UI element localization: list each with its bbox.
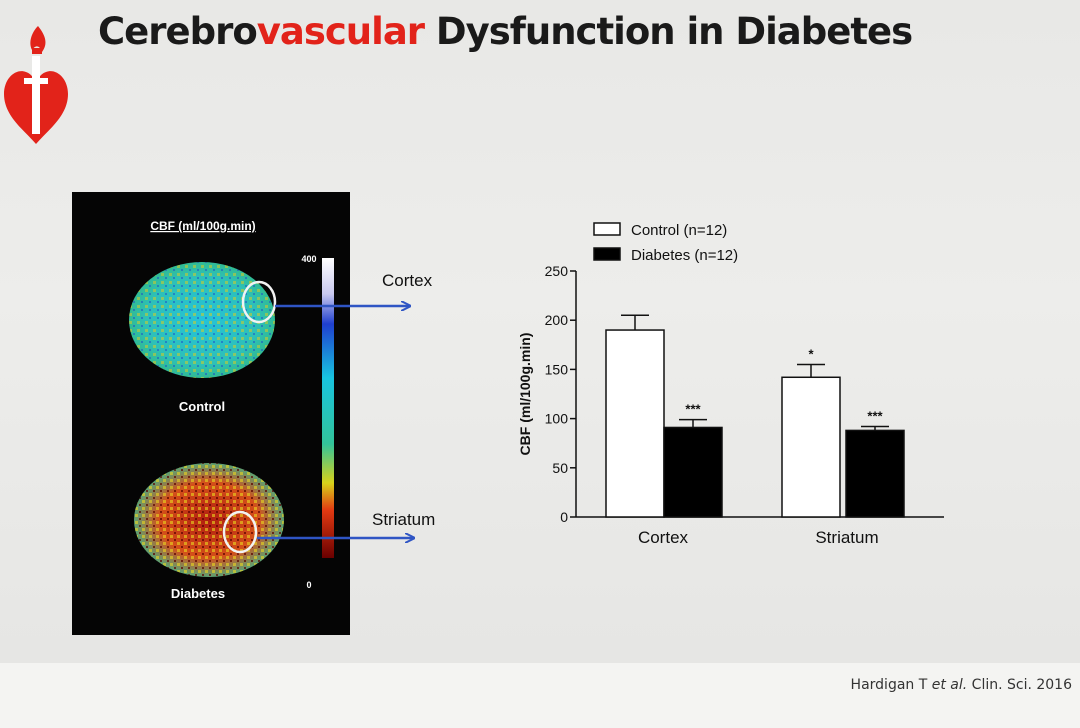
significance-marker: ***: [685, 402, 701, 417]
legend-swatch: [593, 222, 621, 236]
control-cortex-roi-circle: [241, 280, 277, 324]
title-accent: vascular: [256, 10, 425, 53]
y-tick-label: 50: [552, 460, 568, 476]
mri-perfusion-panel: CBF (ml/100g.min) Control Diabetes 400 0: [72, 192, 350, 635]
cbf-colorbar: [322, 258, 334, 558]
diabetes-striatum-roi-circle: [222, 510, 258, 554]
bar-diabetes-cortex: [663, 426, 723, 518]
legend-swatch: [593, 247, 621, 261]
striatum-callout-label: Striatum: [372, 510, 435, 529]
diabetes-brain-texture: [134, 463, 284, 577]
legend-label: Diabetes (n=12): [631, 247, 738, 264]
cbf-map-heading: CBF (ml/100g.min): [150, 219, 255, 233]
bottom-bar: [0, 663, 1080, 728]
citation-et-al: et al.: [931, 677, 968, 693]
mri-panel-graphics: CBF (ml/100g.min) Control Diabetes 400 0: [129, 219, 334, 601]
bar-control-cortex: [605, 329, 665, 518]
y-tick-label: 250: [545, 263, 569, 279]
x-category-label: Cortex: [638, 528, 689, 547]
bar-diabetes-striatum: [845, 429, 905, 518]
citation-journal: Clin. Sci. 2016: [967, 677, 1072, 693]
title-part1: Cerebro: [98, 10, 258, 53]
torch-heart-logo: [4, 26, 68, 144]
cortex-callout-label: Cortex: [382, 271, 433, 290]
significance-marker: *: [808, 346, 814, 361]
y-tick-label: 150: [545, 361, 569, 377]
colorbar-max-label: 400: [301, 254, 316, 264]
bar-control-striatum: [781, 376, 841, 518]
x-category-label: Striatum: [815, 528, 878, 547]
y-tick-label: 200: [545, 312, 569, 328]
y-tick-label: 100: [545, 411, 569, 427]
citation: Hardigan T et al. Clin. Sci. 2016: [851, 677, 1072, 693]
y-axis-title: CBF (ml/100g.min): [517, 333, 533, 456]
colorbar-min-label: 0: [306, 580, 311, 590]
y-tick-label: 0: [560, 509, 568, 525]
significance-marker: ***: [867, 408, 883, 423]
diabetes-map-label: Diabetes: [171, 586, 225, 601]
legend-label: Control (n=12): [631, 222, 727, 239]
title-part2: Dysfunction in Diabetes: [424, 10, 913, 53]
slide-title: Cerebrovascular Dysfunction in Diabetes: [98, 10, 913, 53]
citation-author: Hardigan T: [850, 677, 932, 693]
control-map-label: Control: [179, 399, 225, 414]
control-brain-texture: [129, 262, 275, 378]
